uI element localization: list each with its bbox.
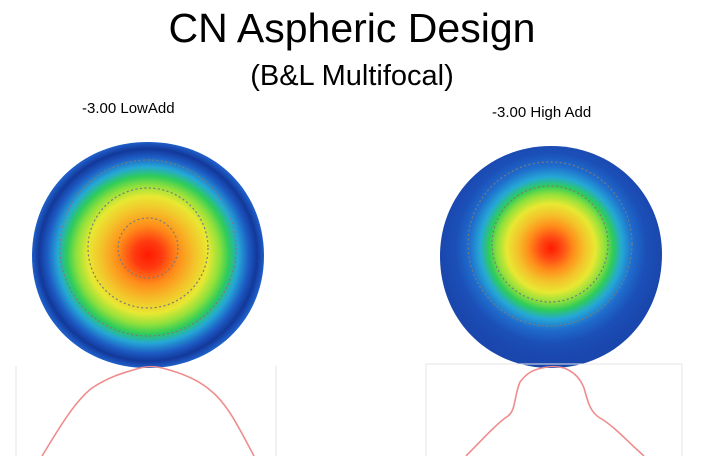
high-add-power-map — [440, 146, 662, 368]
low-add-profile-curve — [15, 365, 277, 456]
low-add-zone-rings — [59, 159, 237, 337]
low-add-lens-label: -3.00 LowAdd — [82, 100, 175, 117]
high-add-lens-disc — [440, 146, 662, 368]
slide-subtitle: (B&L Multifocal) — [250, 60, 454, 92]
high-add-zone-rings — [467, 161, 633, 327]
low-add-lens-disc — [32, 142, 264, 368]
high-add-profile-curve — [425, 363, 683, 456]
high-add-lens-label: -3.00 High Add — [492, 104, 592, 121]
slide-title: CN Aspheric Design — [168, 5, 536, 51]
low-add-power-map — [32, 142, 264, 368]
